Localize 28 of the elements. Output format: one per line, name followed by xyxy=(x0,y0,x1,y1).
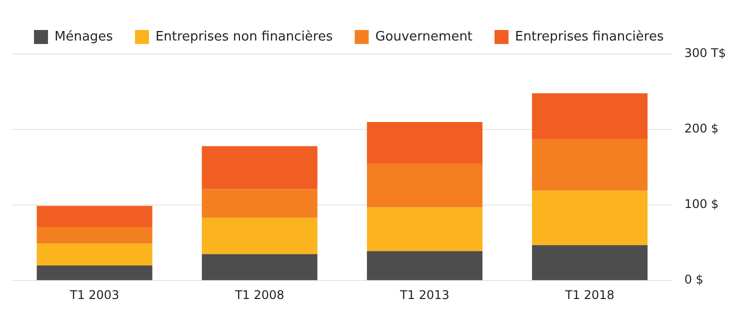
legend-label: Entreprises non financières xyxy=(155,29,333,44)
x-tick-label: T1 2003 xyxy=(68,288,120,302)
y-tick-label: 300 T$ xyxy=(684,46,726,60)
bar xyxy=(532,245,648,280)
y-tick-label: 100 $ xyxy=(684,197,719,212)
y-tick-label: 200 $ xyxy=(684,122,719,136)
bar xyxy=(366,164,482,208)
y-tick-label: 0 $ xyxy=(684,272,704,287)
bar xyxy=(202,146,318,190)
bar xyxy=(532,139,648,191)
bar xyxy=(202,254,318,280)
bar xyxy=(36,244,152,266)
x-tick-label: T1 2008 xyxy=(234,288,284,302)
legend-label: Gouvernement xyxy=(375,29,473,44)
x-tick-label: T1 2018 xyxy=(564,288,614,302)
bar xyxy=(202,189,318,218)
bar xyxy=(202,218,318,254)
x-tick-label: T1 2013 xyxy=(399,288,450,302)
bar xyxy=(366,251,482,280)
bar xyxy=(36,265,152,280)
bar xyxy=(36,206,152,227)
bar xyxy=(532,190,648,246)
bar xyxy=(366,207,482,252)
bar xyxy=(366,122,482,164)
bar xyxy=(532,93,648,140)
bar xyxy=(36,226,152,244)
legend-label: Entreprises financières xyxy=(515,29,664,44)
legend-label: Ménages xyxy=(54,29,114,44)
